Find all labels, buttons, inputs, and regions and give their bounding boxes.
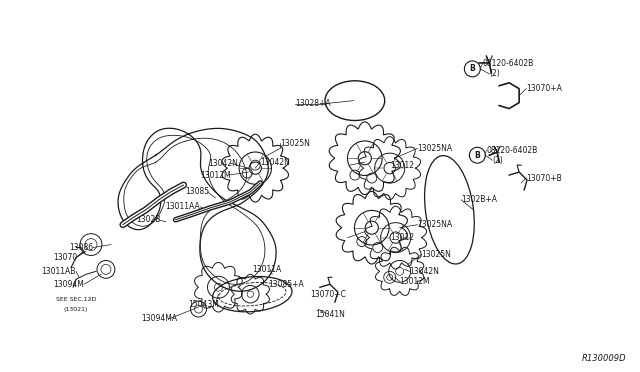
- Text: 13011A: 13011A: [252, 265, 282, 274]
- Text: 15041N: 15041N: [315, 310, 345, 318]
- Text: 08120-6402B: 08120-6402B: [486, 146, 538, 155]
- Text: B: B: [474, 151, 480, 160]
- Text: 13085: 13085: [186, 187, 210, 196]
- Text: 13025NA: 13025NA: [417, 220, 452, 229]
- Text: 13070+B: 13070+B: [526, 174, 562, 183]
- Text: (2): (2): [492, 156, 503, 165]
- Text: 1302B: 1302B: [136, 215, 160, 224]
- Text: 13025N: 13025N: [422, 250, 451, 259]
- Text: (13021): (13021): [63, 307, 88, 312]
- Text: 15043M: 15043M: [189, 299, 220, 309]
- Text: 13094MA: 13094MA: [141, 314, 177, 324]
- Text: 13042N: 13042N: [410, 267, 440, 276]
- Text: 13025NA: 13025NA: [417, 144, 452, 153]
- Text: 13042N: 13042N: [260, 158, 290, 167]
- Text: 13094M: 13094M: [53, 280, 84, 289]
- Text: 13011AB: 13011AB: [41, 267, 76, 276]
- Text: SEE SEC.12D: SEE SEC.12D: [56, 296, 97, 302]
- Text: R130009D: R130009D: [582, 354, 627, 363]
- Text: 13070+C: 13070+C: [310, 290, 346, 299]
- Text: B: B: [470, 64, 476, 73]
- Text: 13012: 13012: [390, 233, 415, 242]
- Text: 13025N: 13025N: [280, 139, 310, 148]
- Text: 13028+A: 13028+A: [295, 99, 331, 108]
- Text: 1302B+A: 1302B+A: [461, 195, 497, 204]
- Text: 13085+A: 13085+A: [268, 280, 304, 289]
- Text: 13042N: 13042N: [209, 159, 238, 168]
- Text: 13070: 13070: [53, 253, 77, 262]
- Text: 13011AA: 13011AA: [166, 202, 200, 211]
- Text: 13086: 13086: [69, 243, 93, 252]
- Text: 13012M: 13012M: [399, 277, 430, 286]
- Text: 08120-6402B: 08120-6402B: [483, 60, 534, 68]
- Text: (2): (2): [489, 69, 500, 78]
- Text: 13012: 13012: [390, 161, 415, 170]
- Text: 13012M: 13012M: [200, 171, 231, 180]
- Text: 13070+A: 13070+A: [526, 84, 562, 93]
